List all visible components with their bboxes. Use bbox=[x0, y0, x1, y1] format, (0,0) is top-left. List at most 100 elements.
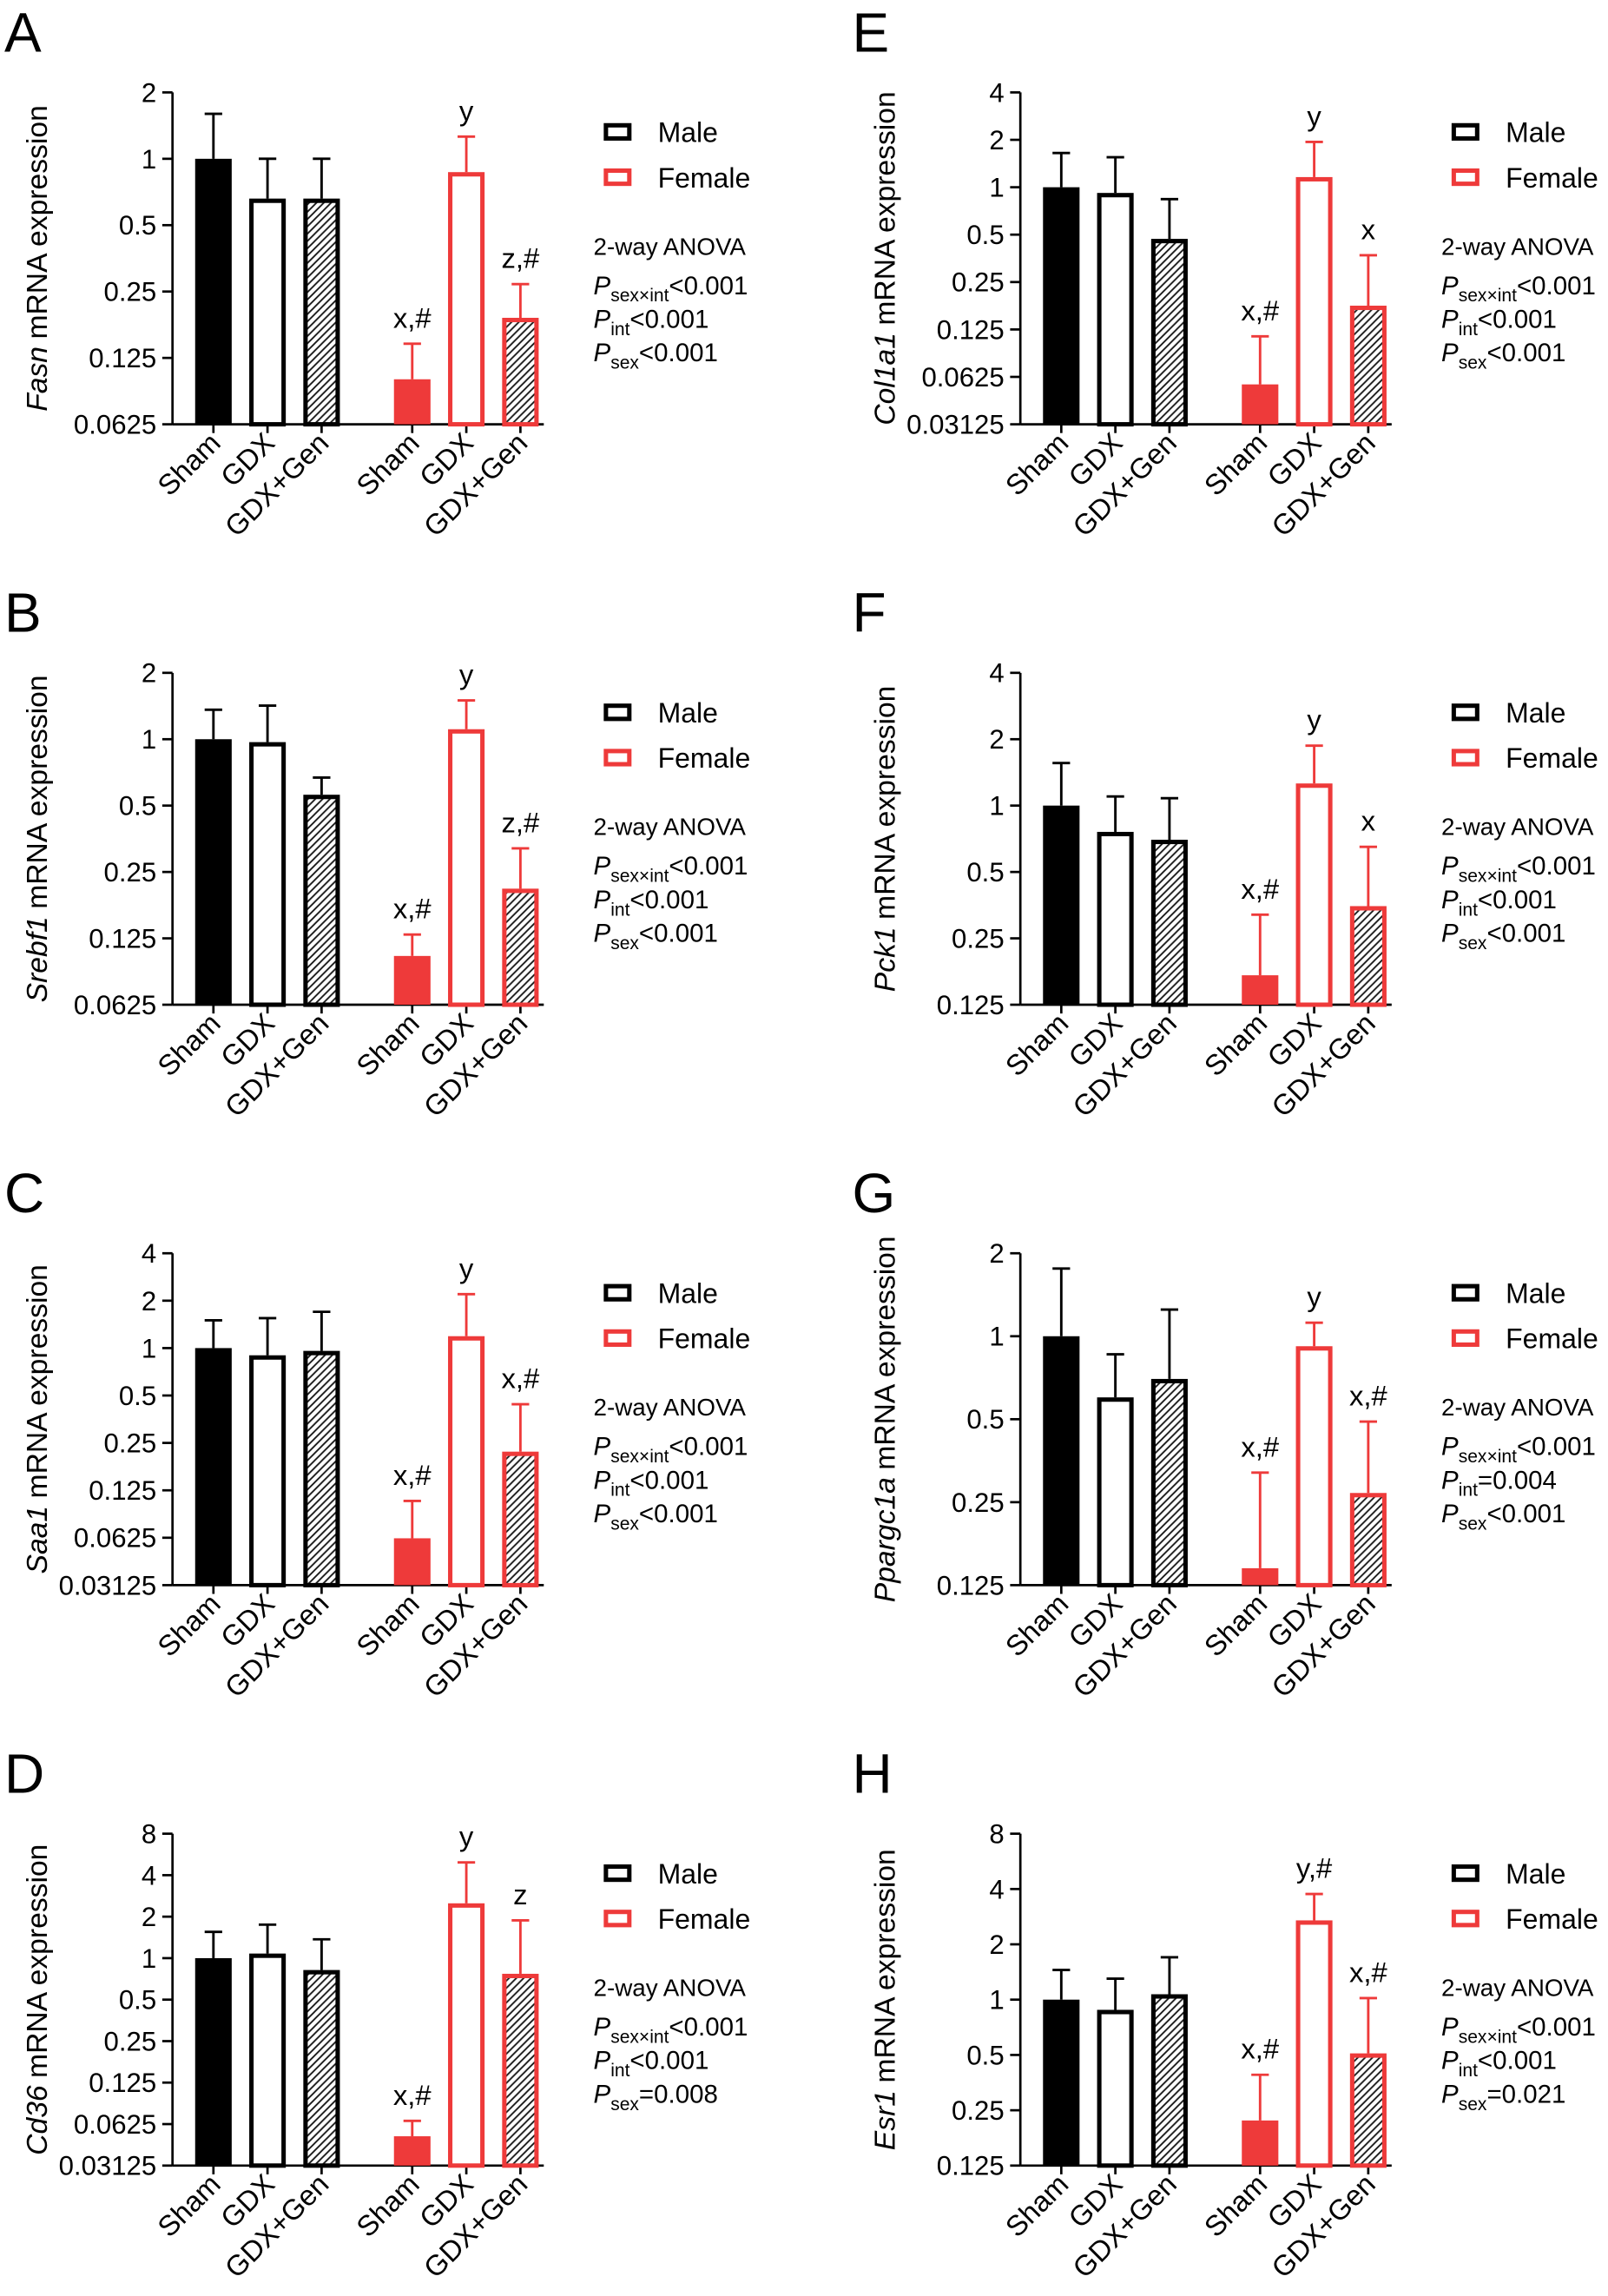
y-axis: 4 2 1 0.5 0.25 0.125 0.0625 0.03125 bbox=[59, 1238, 175, 1600]
p-subscript: sex×int bbox=[1459, 1447, 1517, 1467]
anova-title: 2-way ANOVA bbox=[1441, 233, 1594, 260]
bar-female-sham bbox=[393, 2136, 431, 2166]
bar-female-gdx bbox=[1295, 1346, 1333, 1587]
bar-male-sham bbox=[1043, 1999, 1080, 2166]
y-tick-label: 0.25 bbox=[952, 267, 1005, 298]
y-axis-label: Pck1 mRNA expression bbox=[869, 686, 901, 993]
panel-b: B Srebf1 mRNA expression 2 1 0.5 0.25 0.125 0.06… bbox=[4, 582, 750, 1124]
series-male bbox=[1043, 1956, 1188, 2168]
legend-swatch bbox=[1451, 1910, 1479, 1928]
p-symbol: P bbox=[1441, 886, 1459, 914]
p-symbol: P bbox=[1441, 1433, 1459, 1461]
significance-label-female-gdx: y bbox=[1307, 100, 1321, 132]
gene-name: Ppargc1a bbox=[869, 1477, 901, 1602]
p-value-sex-int: Psex×int<0.001 bbox=[1441, 272, 1596, 306]
p-value: <0.001 bbox=[1517, 1433, 1596, 1461]
p-subscript: int bbox=[1459, 320, 1478, 340]
y-tick-label: 1 bbox=[989, 1322, 1004, 1352]
legend-swatch bbox=[603, 703, 632, 722]
y-tick-label: 1 bbox=[142, 1943, 156, 1974]
p-symbol: P bbox=[1441, 920, 1459, 948]
legend-label: Male bbox=[658, 1858, 718, 1890]
panel-letter: E bbox=[853, 1, 890, 63]
anova-stats: 2-way ANOVAPsex×int<0.001Pint<0.001Psex<… bbox=[1441, 814, 1596, 953]
p-symbol: P bbox=[594, 2013, 611, 2042]
y-tick-label: 0.0625 bbox=[921, 362, 1004, 393]
bar-female-gdx bbox=[1295, 783, 1333, 1007]
p-subscript: sex bbox=[1459, 353, 1487, 373]
series-female: x,# y x bbox=[1241, 703, 1387, 1007]
y-axis: 4 2 1 0.5 0.25 0.125 bbox=[937, 658, 1022, 1020]
x-tick-label: Sham bbox=[1198, 426, 1274, 502]
x-tick-label: Sham bbox=[999, 2167, 1075, 2243]
y-tick-label: 2 bbox=[989, 1930, 1004, 1960]
significance-label-female-sham: x,# bbox=[1241, 1430, 1280, 1462]
p-symbol: P bbox=[1441, 1466, 1459, 1494]
p-subscript: sex×int bbox=[610, 286, 669, 306]
y-tick-label: 0.5 bbox=[119, 1985, 156, 2016]
bar-female-gdx-gen bbox=[502, 1973, 539, 2168]
series-female: x,# y z,# bbox=[393, 658, 540, 1007]
significance-label-female-gdx-gen: x,# bbox=[501, 1362, 540, 1395]
y-tick-label: 4 bbox=[989, 77, 1004, 108]
y-tick-label: 0.5 bbox=[119, 791, 156, 821]
y-axis-label: Srebf1 mRNA expression bbox=[22, 675, 54, 1002]
x-tick-label: Sham bbox=[151, 426, 227, 502]
bar-male-gdx-gen bbox=[303, 198, 340, 427]
legend-swatch bbox=[603, 1329, 632, 1347]
y-tick-label: 0.0625 bbox=[74, 410, 156, 440]
legend-swatch bbox=[1451, 749, 1479, 767]
p-value: =0.004 bbox=[1478, 1466, 1557, 1494]
legend-item-female: Female bbox=[1451, 742, 1598, 774]
significance-label-female-sham: x,# bbox=[393, 893, 432, 925]
y-axis: 2 1 0.5 0.25 0.125 0.0625 bbox=[74, 658, 175, 1020]
y-axis-label-rest: mRNA expression bbox=[869, 686, 901, 920]
y-tick-label: 2 bbox=[142, 77, 156, 108]
y-axis-label-rest: mRNA expression bbox=[22, 675, 54, 908]
p-subscript: sex×int bbox=[610, 2027, 669, 2047]
p-symbol: P bbox=[1441, 2080, 1459, 2108]
p-subscript: int bbox=[610, 1481, 629, 1501]
bar-female-sham bbox=[393, 955, 431, 1006]
p-value: <0.001 bbox=[639, 1500, 718, 1528]
anova-stats: 2-way ANOVAPsex×int<0.001Pint<0.001Psex<… bbox=[594, 814, 748, 953]
y-tick-label: 0.0625 bbox=[74, 2109, 156, 2140]
y-tick-label: 4 bbox=[142, 1860, 156, 1890]
legend-label: Female bbox=[658, 162, 751, 194]
bar-male-gdx-gen bbox=[303, 1350, 340, 1587]
y-axis-label: Saa1 mRNA expression bbox=[22, 1264, 54, 1574]
p-value-sex-int: Psex×int<0.001 bbox=[1441, 852, 1596, 886]
y-tick-label: 4 bbox=[989, 658, 1004, 689]
y-tick-label: 1 bbox=[989, 791, 1004, 821]
p-symbol: P bbox=[594, 1466, 611, 1494]
legend-item-male: Male bbox=[1451, 1277, 1565, 1309]
y-tick-label: 0.125 bbox=[937, 314, 1005, 345]
panel-letter: F bbox=[853, 582, 886, 644]
significance-label-female-gdx-gen: x bbox=[1361, 213, 1376, 245]
legend-item-male: Male bbox=[1451, 117, 1565, 148]
series-male bbox=[1043, 151, 1188, 427]
legend-item-male: Male bbox=[603, 1858, 718, 1890]
y-tick-label: 0.25 bbox=[952, 924, 1005, 954]
anova-title: 2-way ANOVA bbox=[594, 1394, 747, 1421]
y-axis: 2 1 0.5 0.25 0.125 bbox=[937, 1238, 1022, 1600]
legend-swatch bbox=[1451, 1329, 1479, 1347]
p-value-int: Pint<0.001 bbox=[1441, 886, 1557, 920]
legend-swatch bbox=[603, 1864, 632, 1883]
series-male bbox=[194, 112, 340, 427]
y-axis-label: Cd36 mRNA expression bbox=[22, 1844, 54, 2155]
p-value: =0.008 bbox=[639, 2080, 718, 2108]
significance-label-female-gdx: y,# bbox=[1296, 1851, 1333, 1884]
bar-female-gdx-gen bbox=[1349, 306, 1387, 427]
p-symbol: P bbox=[1441, 1500, 1459, 1528]
p-subscript: sex×int bbox=[1459, 867, 1517, 887]
p-subscript: sex bbox=[610, 353, 639, 373]
p-subscript: sex bbox=[1459, 934, 1487, 953]
legend-item-female: Female bbox=[1451, 1323, 1598, 1355]
anova-title: 2-way ANOVA bbox=[594, 233, 747, 260]
p-value: <0.001 bbox=[629, 2047, 708, 2075]
x-tick-label: Sham bbox=[1198, 2167, 1274, 2243]
gene-name: Fasn bbox=[22, 346, 54, 412]
legend-label: Female bbox=[658, 1323, 751, 1355]
p-symbol: P bbox=[1441, 2047, 1459, 2075]
